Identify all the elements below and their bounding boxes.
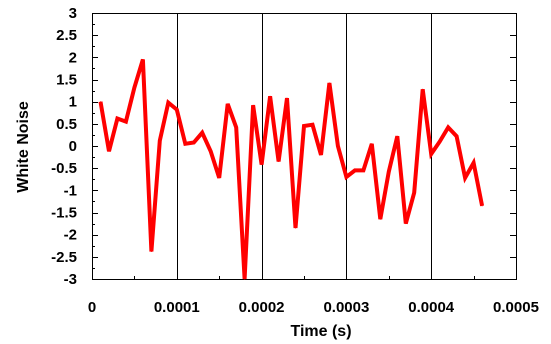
data-point: [201, 132, 203, 134]
data-point: [167, 102, 169, 104]
x-tick-label: 0: [88, 299, 96, 316]
data-point: [210, 150, 212, 152]
y-tick-label: -1: [64, 182, 77, 199]
data-point: [125, 121, 127, 123]
y-tick-label: -1.5: [51, 205, 77, 222]
data-point: [227, 103, 229, 105]
y-tick-label: -3: [64, 271, 77, 288]
data-point: [396, 135, 398, 137]
data-point: [286, 97, 288, 99]
series-layer: [98, 58, 485, 280]
x-tick-label: 0.0002: [239, 299, 285, 316]
data-point: [464, 177, 466, 179]
y-tick-label: -0.5: [51, 160, 77, 177]
data-point: [142, 59, 144, 60]
data-point: [345, 176, 347, 178]
data-point: [116, 118, 118, 119]
data-point: [150, 251, 152, 252]
y-tick-label: -2: [64, 227, 77, 244]
data-point: [261, 164, 263, 166]
x-tick-label: 0.0003: [323, 299, 369, 316]
data-point: [320, 154, 322, 156]
y-tick-label: 2: [69, 49, 77, 66]
data-point: [337, 145, 339, 147]
data-point: [108, 150, 110, 152]
data-point: [371, 143, 373, 145]
y-tick-label: 1: [69, 94, 77, 111]
data-point: [295, 227, 296, 229]
data-point: [100, 101, 101, 103]
y-tick-label: 3: [69, 5, 77, 22]
data-point: [278, 161, 280, 162]
data-point: [430, 153, 432, 155]
data-point: [252, 104, 254, 106]
plot-frame-layer: [92, 13, 517, 280]
data-point: [218, 177, 220, 179]
data-point: [405, 223, 407, 225]
data-point: [379, 218, 381, 220]
data-point: [176, 109, 178, 111]
data-point: [159, 140, 161, 142]
data-point: [447, 126, 449, 128]
data-point: [362, 169, 364, 171]
data-point: [413, 192, 415, 194]
plot-area-border: [92, 13, 517, 280]
y-tick-label: -2.5: [51, 249, 77, 266]
data-point: [133, 87, 135, 88]
data-point: [235, 126, 237, 128]
y-tick-label: 0: [69, 138, 77, 155]
data-point: [244, 278, 246, 280]
data-point: [184, 143, 186, 145]
data-point: [473, 162, 475, 164]
data-point: [481, 205, 483, 207]
x-tick-label: 0.0004: [408, 299, 455, 316]
y-axis-ticks: -3 -2.5 -2 -1.5 -1 -0.5 0 0.5 1 1.5 2 2.5 3: [51, 5, 516, 288]
y-axis-title: White Noise: [15, 101, 32, 193]
x-tick-label: 0.0005: [493, 299, 539, 316]
x-axis-title: Time (s): [290, 323, 351, 340]
x-tick-label: 0.0001: [154, 299, 200, 316]
data-point: [269, 95, 271, 97]
y-tick-label: 2.5: [56, 27, 77, 44]
data-point: [303, 125, 305, 127]
data-point: [456, 135, 458, 137]
y-tick-label: 1.5: [56, 72, 77, 89]
data-point: [422, 88, 424, 90]
y-tick-label: 0.5: [56, 116, 77, 133]
data-point: [388, 171, 390, 173]
data-point: [439, 141, 441, 143]
data-point: [193, 142, 195, 143]
x-axis-ticks: 0 0.0001 0.0002 0.0003 0.0004 0.0005: [88, 273, 539, 316]
data-point: [354, 169, 356, 171]
data-point: [328, 82, 330, 84]
data-point: [312, 124, 313, 126]
series-line: [98, 58, 485, 280]
